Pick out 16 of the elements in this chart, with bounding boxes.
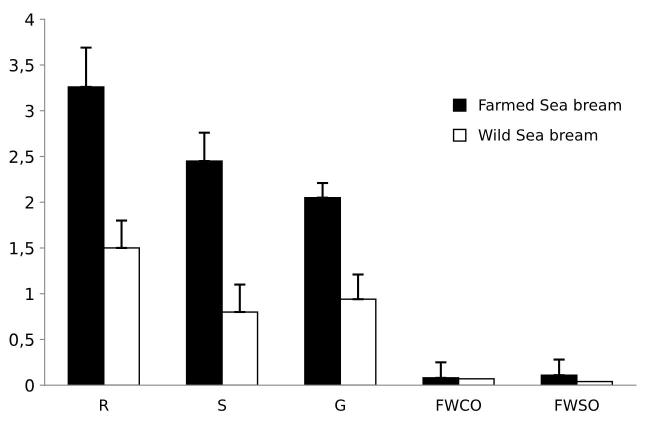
y-tick-label: 1,5 xyxy=(10,242,34,256)
x-tick-label: S xyxy=(218,399,226,411)
y-tick-label: 0,5 xyxy=(10,333,34,348)
y-tick-label: 0 xyxy=(25,379,34,392)
y-tick-label: 3 xyxy=(26,104,34,118)
y-tick-label: 2,5 xyxy=(10,150,34,165)
y-tick-label: 3,5 xyxy=(10,58,34,74)
x-tick-label: FWCO xyxy=(436,399,482,411)
x-tick-label: FWSO xyxy=(556,399,599,411)
y-tick-label: 4 xyxy=(25,13,34,26)
y-tick-label: 1 xyxy=(26,288,34,300)
x-tick-label: G xyxy=(335,399,345,411)
legend-label: Wild Sea bream xyxy=(478,128,598,141)
y-tick-label: 2 xyxy=(26,196,34,209)
x-tick-label: R xyxy=(100,400,109,411)
legend-label: Farmed Sea bream xyxy=(480,98,621,111)
